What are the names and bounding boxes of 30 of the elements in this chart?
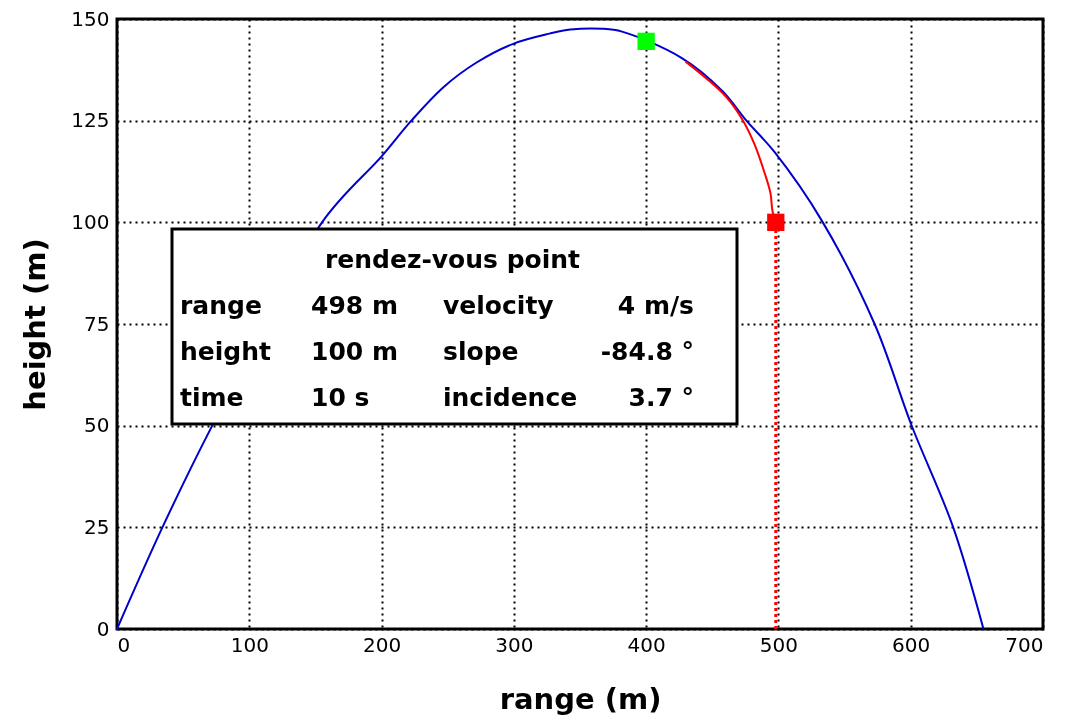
x-tick-label: 300 xyxy=(495,632,534,657)
x-tick-label: 700 xyxy=(1005,632,1044,657)
annotation: 10 s xyxy=(311,383,370,412)
y-tick-label: 125 xyxy=(71,108,110,133)
x-tick-label: 400 xyxy=(627,632,666,657)
annotation: incidence xyxy=(443,383,578,412)
x-tick-label: 500 xyxy=(759,632,799,657)
y-tick-label: 100 xyxy=(71,209,110,234)
annotation: range xyxy=(180,291,262,320)
y-axis-title: height (m) xyxy=(18,238,53,411)
y-tick-label: 25 xyxy=(84,514,110,539)
annotation: 498 m xyxy=(311,291,398,320)
y-tick-label: 150 xyxy=(71,6,110,31)
annotation: velocity xyxy=(443,291,554,320)
y-tick-label: 50 xyxy=(84,413,110,438)
annotation: time xyxy=(180,383,244,412)
x-tick-label: 200 xyxy=(362,632,402,657)
annotation: rendez-vous point xyxy=(324,245,581,274)
annotation: slope xyxy=(443,337,519,366)
x-tick-label: 600 xyxy=(892,632,931,657)
x-axis-title: range (m) xyxy=(499,681,662,716)
annotation: 3.7 ° xyxy=(628,383,694,412)
annotation: 4 m/s xyxy=(617,291,694,320)
y-tick-label: 75 xyxy=(84,311,110,336)
annotation: -84.8 ° xyxy=(600,337,694,366)
x-tick-label: 0 xyxy=(117,632,131,657)
annotation: 100 m xyxy=(311,337,398,366)
annotation: height xyxy=(180,337,272,366)
y-tick-label: 0 xyxy=(96,616,110,641)
x-tick-label: 100 xyxy=(230,632,269,657)
